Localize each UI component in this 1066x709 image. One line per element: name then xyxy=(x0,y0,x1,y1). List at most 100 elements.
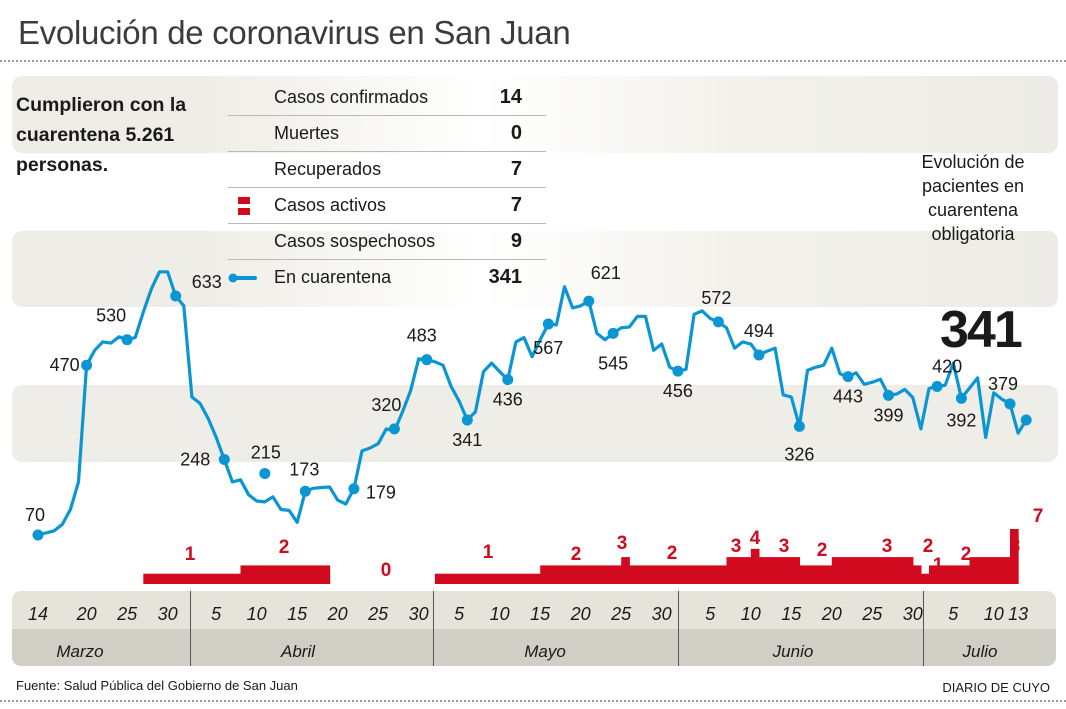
side-note-line-1: Evolución de xyxy=(921,152,1025,172)
x-tick-label: 25 xyxy=(368,604,389,624)
active-cases-label: 3 xyxy=(731,536,742,557)
data-label: 572 xyxy=(701,288,731,308)
active-cases-label: 2 xyxy=(817,540,828,561)
data-label: 379 xyxy=(988,374,1018,394)
legend-label: Muertes xyxy=(274,123,340,143)
active-cases-label: 4 xyxy=(750,528,761,549)
legend-row-muertes: Muertes 0 xyxy=(228,116,546,152)
legend-value: 7 xyxy=(510,158,522,180)
data-label: 399 xyxy=(873,405,903,425)
x-tick-label: 30 xyxy=(902,604,923,624)
active-cases-label: 7 xyxy=(1033,506,1044,527)
data-point xyxy=(348,483,360,495)
x-tick-label: 30 xyxy=(651,604,672,624)
data-point xyxy=(218,453,230,465)
blue-line-icon xyxy=(228,273,257,283)
data-point xyxy=(583,295,595,307)
active-cases-bar xyxy=(799,565,833,584)
x-tick-label: 14 xyxy=(27,604,49,624)
active-cases-bar xyxy=(831,557,914,584)
x-month-label: Marzo xyxy=(56,642,104,661)
data-point xyxy=(461,414,473,426)
x-tick-label: 20 xyxy=(570,604,591,624)
data-label: 494 xyxy=(744,321,774,341)
legend-row-recuperados: Recuperados 7 xyxy=(228,152,546,188)
data-point xyxy=(121,334,133,346)
data-point xyxy=(502,374,514,386)
active-cases-label: 3 xyxy=(1010,536,1021,557)
legend-row-confirmados: Casos confirmados 14 xyxy=(228,80,546,116)
month-separator xyxy=(432,591,434,666)
data-point xyxy=(672,365,684,377)
month-separator xyxy=(189,591,191,666)
data-label: 633 xyxy=(192,272,222,292)
active-cases-label: 0 xyxy=(381,560,392,581)
legend-label: Casos activos xyxy=(274,195,387,215)
data-point xyxy=(712,316,724,328)
intro-line-3: personas. xyxy=(16,154,109,176)
x-tick-label: 5 xyxy=(705,604,716,624)
data-label: 530 xyxy=(96,306,126,326)
active-cases-label: 1 xyxy=(933,555,944,576)
quarantine-line-series xyxy=(32,270,1032,541)
data-point xyxy=(32,529,44,541)
legend-row-activos: Casos activos 7 xyxy=(228,188,546,224)
legend-value: 7 xyxy=(510,194,522,216)
data-label: 320 xyxy=(371,395,401,415)
data-label: 436 xyxy=(493,390,523,410)
month-separator xyxy=(677,591,679,666)
data-point xyxy=(793,420,805,432)
data-point xyxy=(81,359,93,371)
x-tick-label: 15 xyxy=(287,604,308,624)
x-axis-days-row xyxy=(12,591,1056,629)
active-cases-label: 2 xyxy=(571,544,582,565)
active-cases-label: 3 xyxy=(779,536,790,557)
legend-value: 0 xyxy=(510,122,522,144)
side-note-line-3: cuarentena xyxy=(927,200,1019,220)
active-cases-bar xyxy=(143,573,242,584)
data-label: 70 xyxy=(25,505,45,525)
data-label: 545 xyxy=(598,353,628,373)
side-note-line-2: pacientes en xyxy=(921,176,1025,196)
data-label: 443 xyxy=(833,387,863,407)
x-tick-label: 13 xyxy=(1008,604,1029,624)
x-axis-months-row xyxy=(12,629,1056,666)
data-label: 483 xyxy=(407,326,437,346)
x-tick-label: 30 xyxy=(408,604,429,624)
data-point xyxy=(1020,414,1032,426)
intro-line-2: cuarentena 5.261 xyxy=(16,124,175,146)
legend-label: En cuarentena xyxy=(274,267,392,287)
data-labels: 70 470 530 633 248 215 173 179 320 483 341 436 567 62… xyxy=(25,263,1018,525)
top-divider xyxy=(0,60,1066,62)
data-label: 392 xyxy=(946,410,976,430)
data-point xyxy=(299,485,311,497)
data-label: 621 xyxy=(591,263,621,283)
data-point xyxy=(170,290,182,302)
active-cases-label: 3 xyxy=(617,533,628,554)
active-cases-label: 2 xyxy=(961,544,972,565)
data-label: 567 xyxy=(533,338,563,358)
active-cases-label: 2 xyxy=(667,543,678,564)
data-point xyxy=(883,389,894,401)
x-month-label: Abril xyxy=(280,642,316,661)
data-label: 179 xyxy=(366,483,396,503)
data-point xyxy=(259,467,271,479)
data-label: 420 xyxy=(932,356,962,376)
bottom-divider xyxy=(0,700,1066,702)
active-cases-bar xyxy=(929,565,971,584)
data-label: 341 xyxy=(452,430,482,450)
active-cases-bar xyxy=(969,557,1011,584)
active-cases-bar xyxy=(920,573,930,584)
background-band-middle xyxy=(12,231,1058,307)
legend-label: Recuperados xyxy=(274,159,382,179)
data-point xyxy=(842,371,854,383)
active-cases-bar xyxy=(434,573,541,584)
x-tick-label: 25 xyxy=(611,604,632,624)
active-cases-bar xyxy=(1010,529,1019,584)
active-cases-bar xyxy=(726,557,752,584)
legend-label: Casos confirmados xyxy=(274,87,429,107)
current-quarantine-count: 341 xyxy=(940,301,1023,359)
active-cases-label: 1 xyxy=(185,544,196,565)
data-point xyxy=(542,318,554,330)
active-cases-bar xyxy=(621,557,630,584)
